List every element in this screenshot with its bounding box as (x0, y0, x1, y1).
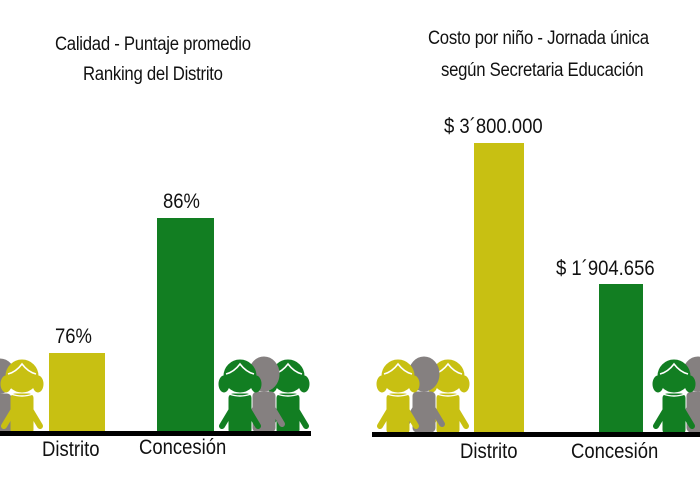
category-label: Concesión (571, 440, 659, 463)
right-chart-title-line2: según Secretaria Educación (441, 60, 644, 81)
baseline (372, 432, 700, 437)
category-label: Concesión (139, 436, 227, 459)
category-label: Distrito (460, 440, 518, 463)
bar-value-label: 86% (163, 190, 200, 213)
left-chart-title-line2: Ranking del Distrito (83, 64, 223, 85)
bar-value-label: 76% (55, 325, 92, 348)
baseline (0, 431, 311, 436)
bar-concesion (599, 284, 643, 433)
bar-distrito (474, 143, 524, 433)
children-group-icon (0, 354, 50, 434)
bar-value-label: $ 3´800.000 (444, 115, 543, 138)
children-group-icon (218, 354, 310, 434)
children-group-icon (652, 354, 700, 434)
children-group-icon (376, 354, 472, 434)
bar-distrito (49, 353, 105, 432)
category-label: Distrito (42, 438, 100, 461)
bar-concesion (157, 218, 214, 432)
left-chart-title-line1: Calidad - Puntaje promedio (55, 34, 251, 55)
right-chart-title-line1: Costo por niño - Jornada única (428, 28, 649, 49)
bar-value-label: $ 1´904.656 (556, 257, 655, 280)
